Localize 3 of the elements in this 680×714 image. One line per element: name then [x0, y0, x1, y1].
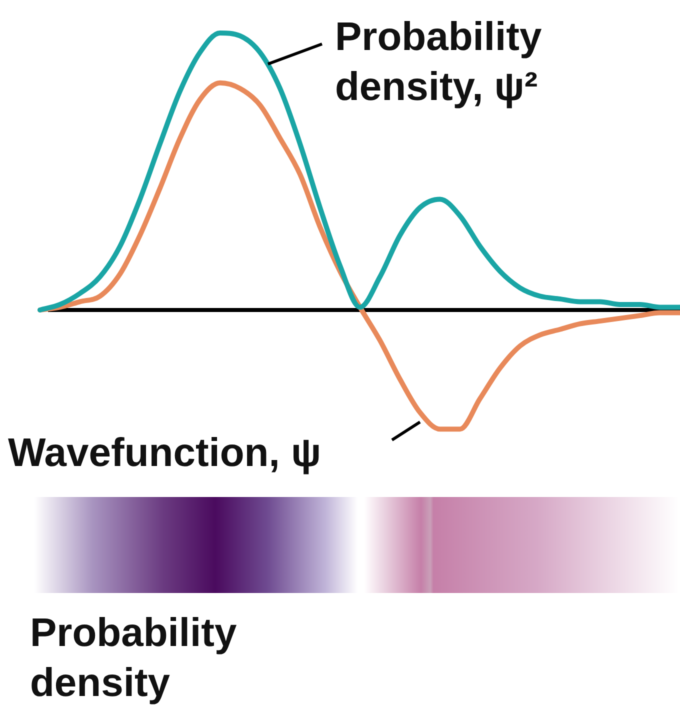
annotation: Probability density, ψ²	[335, 14, 543, 111]
text: Probability density	[30, 610, 238, 707]
text: Wavefunction, ψ	[8, 430, 322, 477]
